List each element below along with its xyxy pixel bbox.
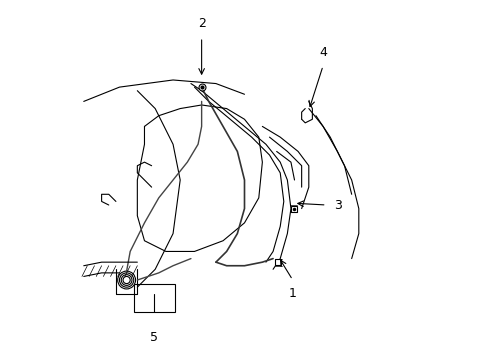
FancyBboxPatch shape bbox=[134, 284, 175, 312]
Text: 5: 5 bbox=[150, 331, 158, 344]
Text: 1: 1 bbox=[288, 287, 296, 300]
Text: 4: 4 bbox=[319, 46, 326, 59]
Text: 3: 3 bbox=[333, 198, 341, 212]
Text: 2: 2 bbox=[197, 17, 205, 30]
